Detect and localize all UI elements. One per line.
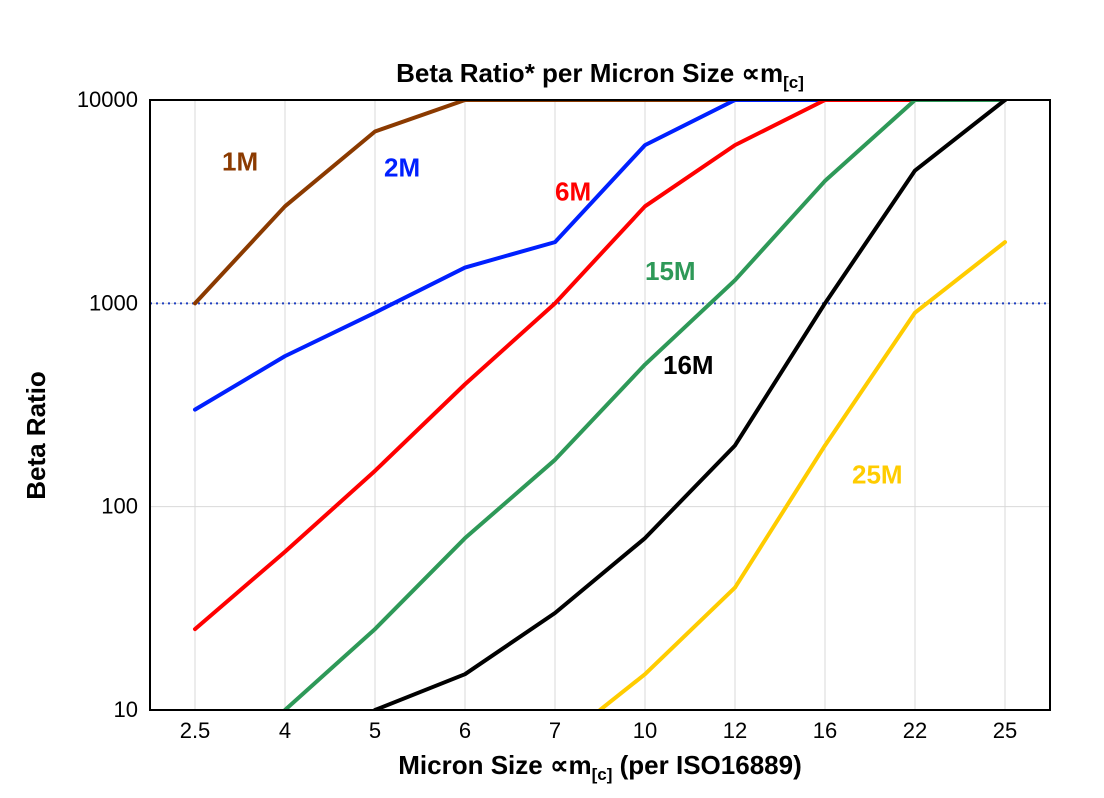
- y-tick-label: 10: [114, 697, 138, 722]
- series-label-16M: 16M: [663, 350, 714, 380]
- x-tick-label: 5: [369, 718, 381, 743]
- series-line-16M: [375, 100, 1005, 710]
- y-tick-label: 10000: [77, 87, 138, 112]
- x-tick-label: 25: [993, 718, 1017, 743]
- x-tick-label: 12: [723, 718, 747, 743]
- y-tick-label: 100: [101, 494, 138, 519]
- series-label-1M: 1M: [222, 147, 258, 177]
- series-label-25M: 25M: [852, 459, 903, 489]
- x-tick-label: 6: [459, 718, 471, 743]
- x-tick-label: 4: [279, 718, 291, 743]
- x-tick-label: 7: [549, 718, 561, 743]
- series-line-25M: [600, 242, 1005, 710]
- chart-title: Beta Ratio* per Micron Size ∝m[c]: [396, 58, 804, 92]
- series-label-2M: 2M: [384, 153, 420, 183]
- x-tick-label: 22: [903, 718, 927, 743]
- x-tick-label: 2.5: [180, 718, 211, 743]
- series-label-6M: 6M: [555, 177, 591, 207]
- y-axis-label: Beta Ratio: [21, 371, 51, 500]
- chart-container: 1M 2M 6M 15M 16M 25M 2.5 4 5 6 7 10 12 16 22 25 10 100 100…: [0, 0, 1104, 798]
- x-tick-label: 10: [633, 718, 657, 743]
- x-axis-label: Micron Size ∝m[c] (per ISO16889): [398, 750, 801, 784]
- series-label-15M: 15M: [645, 256, 696, 286]
- y-tick-label: 1000: [89, 290, 138, 315]
- beta-ratio-chart: 1M 2M 6M 15M 16M 25M 2.5 4 5 6 7 10 12 16 22 25 10 100 100…: [0, 0, 1104, 798]
- x-tick-label: 16: [813, 718, 837, 743]
